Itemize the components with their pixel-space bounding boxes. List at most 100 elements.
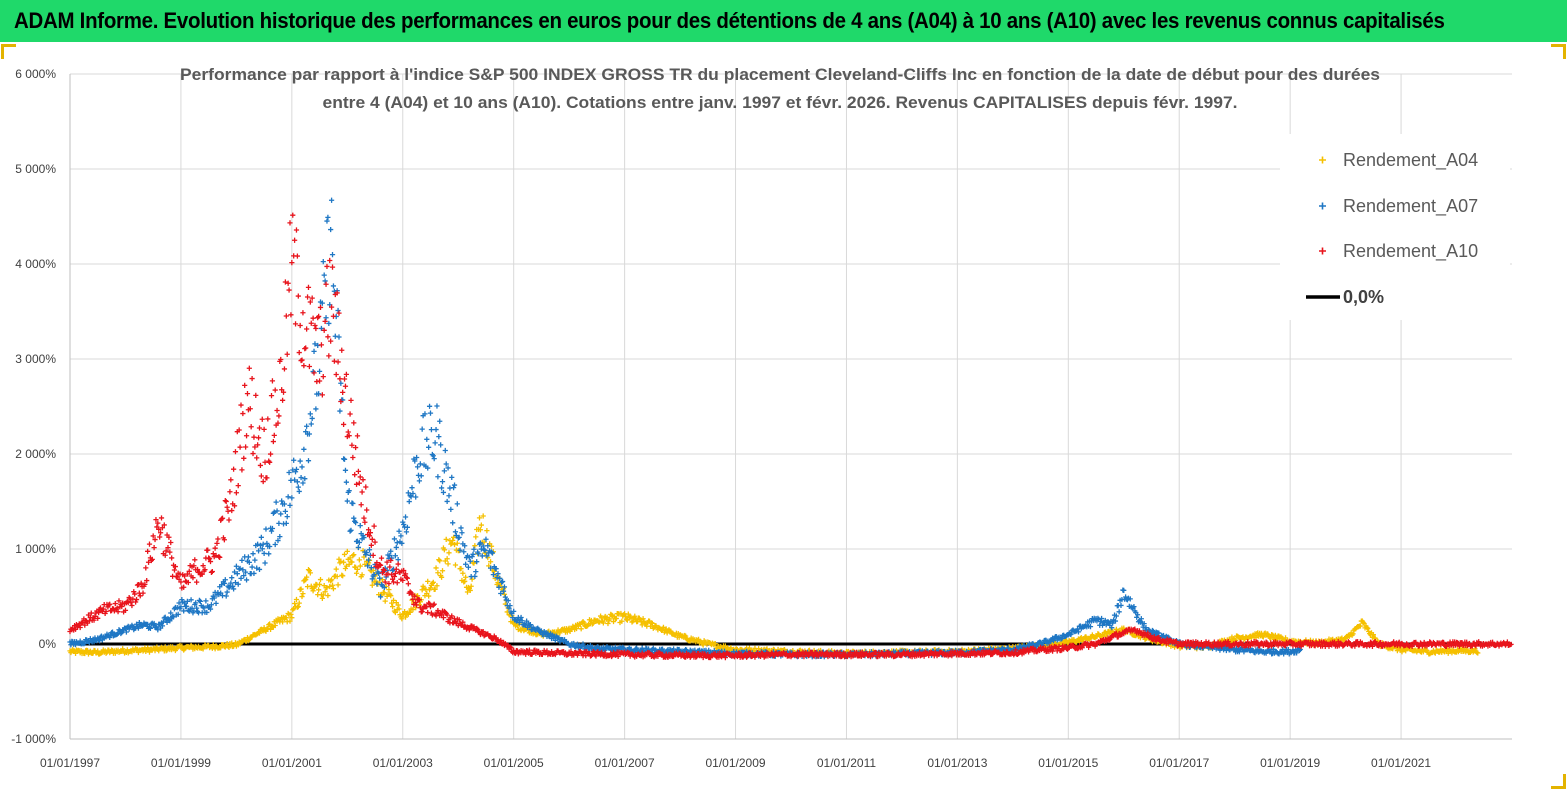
data-point [260, 478, 266, 485]
data-point [293, 466, 300, 472]
data-point [395, 602, 401, 608]
data-point [322, 589, 328, 595]
data-point [1110, 620, 1116, 626]
data-point [600, 620, 606, 626]
data-point [237, 565, 243, 572]
report-title: ADAM Informe. Evolution historique des p… [14, 8, 1445, 33]
data-point [436, 434, 442, 440]
data-point [700, 642, 706, 648]
data-point [300, 590, 306, 597]
data-point [333, 371, 339, 378]
data-point [305, 284, 312, 290]
data-point [266, 458, 272, 464]
data-point [430, 453, 436, 459]
data-point [77, 624, 83, 631]
data-point [487, 565, 494, 571]
data-point [451, 485, 457, 491]
data-point [518, 614, 524, 621]
data-point [140, 590, 146, 596]
data-point [468, 583, 474, 589]
data-point [478, 522, 484, 528]
data-point [252, 557, 258, 563]
data-point [283, 615, 289, 621]
data-point [287, 618, 293, 624]
data-point [399, 540, 405, 546]
data-point [573, 625, 580, 632]
data-point [227, 489, 233, 495]
data-point [355, 468, 361, 475]
data-point [1113, 613, 1119, 619]
data-point [433, 565, 439, 571]
data-point [436, 557, 442, 563]
data-point [350, 454, 356, 461]
data-point [77, 638, 83, 644]
data-point [304, 294, 311, 300]
data-point [1127, 596, 1133, 602]
data-point [434, 583, 440, 589]
data-point [435, 570, 441, 576]
data-point [342, 383, 349, 389]
data-point [341, 421, 347, 428]
data-point [386, 587, 392, 593]
series-Rendement_A10 [67, 212, 1514, 661]
data-point [519, 618, 525, 624]
data-point [1118, 602, 1124, 609]
data-point [181, 608, 187, 614]
data-point [390, 597, 397, 603]
data-point [294, 253, 300, 259]
data-point [356, 557, 362, 563]
data-point [214, 540, 220, 546]
data-point [304, 326, 310, 332]
x-tick-label: 01/01/2011 [817, 756, 876, 770]
data-point [335, 307, 341, 314]
data-point [476, 515, 483, 521]
data-point [427, 585, 434, 591]
data-point [410, 490, 416, 497]
data-point [479, 553, 485, 559]
data-point [427, 410, 434, 416]
data-point [203, 598, 209, 604]
data-point [96, 638, 103, 644]
data-point [273, 499, 279, 505]
data-point [313, 325, 319, 332]
data-point [298, 474, 304, 481]
data-point [91, 617, 97, 623]
data-point [167, 618, 173, 624]
data-point [373, 578, 379, 584]
data-point [157, 534, 163, 540]
legend-label-Rendement_A10: Rendement_A10 [1343, 241, 1478, 262]
data-point [442, 447, 448, 454]
data-point [308, 421, 314, 427]
data-point [604, 614, 610, 620]
data-point [223, 593, 229, 599]
data-point [469, 576, 475, 582]
data-point [370, 567, 376, 574]
data-point [1221, 647, 1227, 653]
data-point [357, 523, 363, 529]
data-point [1149, 627, 1156, 634]
data-point [285, 610, 291, 617]
data-point [340, 389, 346, 395]
data-point [1116, 609, 1122, 615]
data-point [306, 431, 313, 437]
data-point [250, 450, 256, 457]
data-point [300, 310, 306, 316]
data-point [178, 604, 184, 610]
x-tick-label: 01/01/2013 [927, 756, 987, 770]
data-point [412, 458, 418, 464]
data-point [499, 579, 505, 585]
data-point [489, 550, 496, 556]
data-point [434, 403, 440, 409]
data-point [445, 561, 451, 567]
data-point [356, 539, 362, 546]
data-point [481, 539, 487, 545]
data-point [139, 623, 145, 629]
data-point [387, 552, 393, 558]
data-point [409, 485, 415, 491]
data-point [463, 561, 469, 567]
data-point [267, 626, 274, 632]
data-point [369, 536, 375, 542]
data-point [292, 477, 298, 483]
data-point [328, 197, 335, 203]
data-point [394, 540, 400, 546]
